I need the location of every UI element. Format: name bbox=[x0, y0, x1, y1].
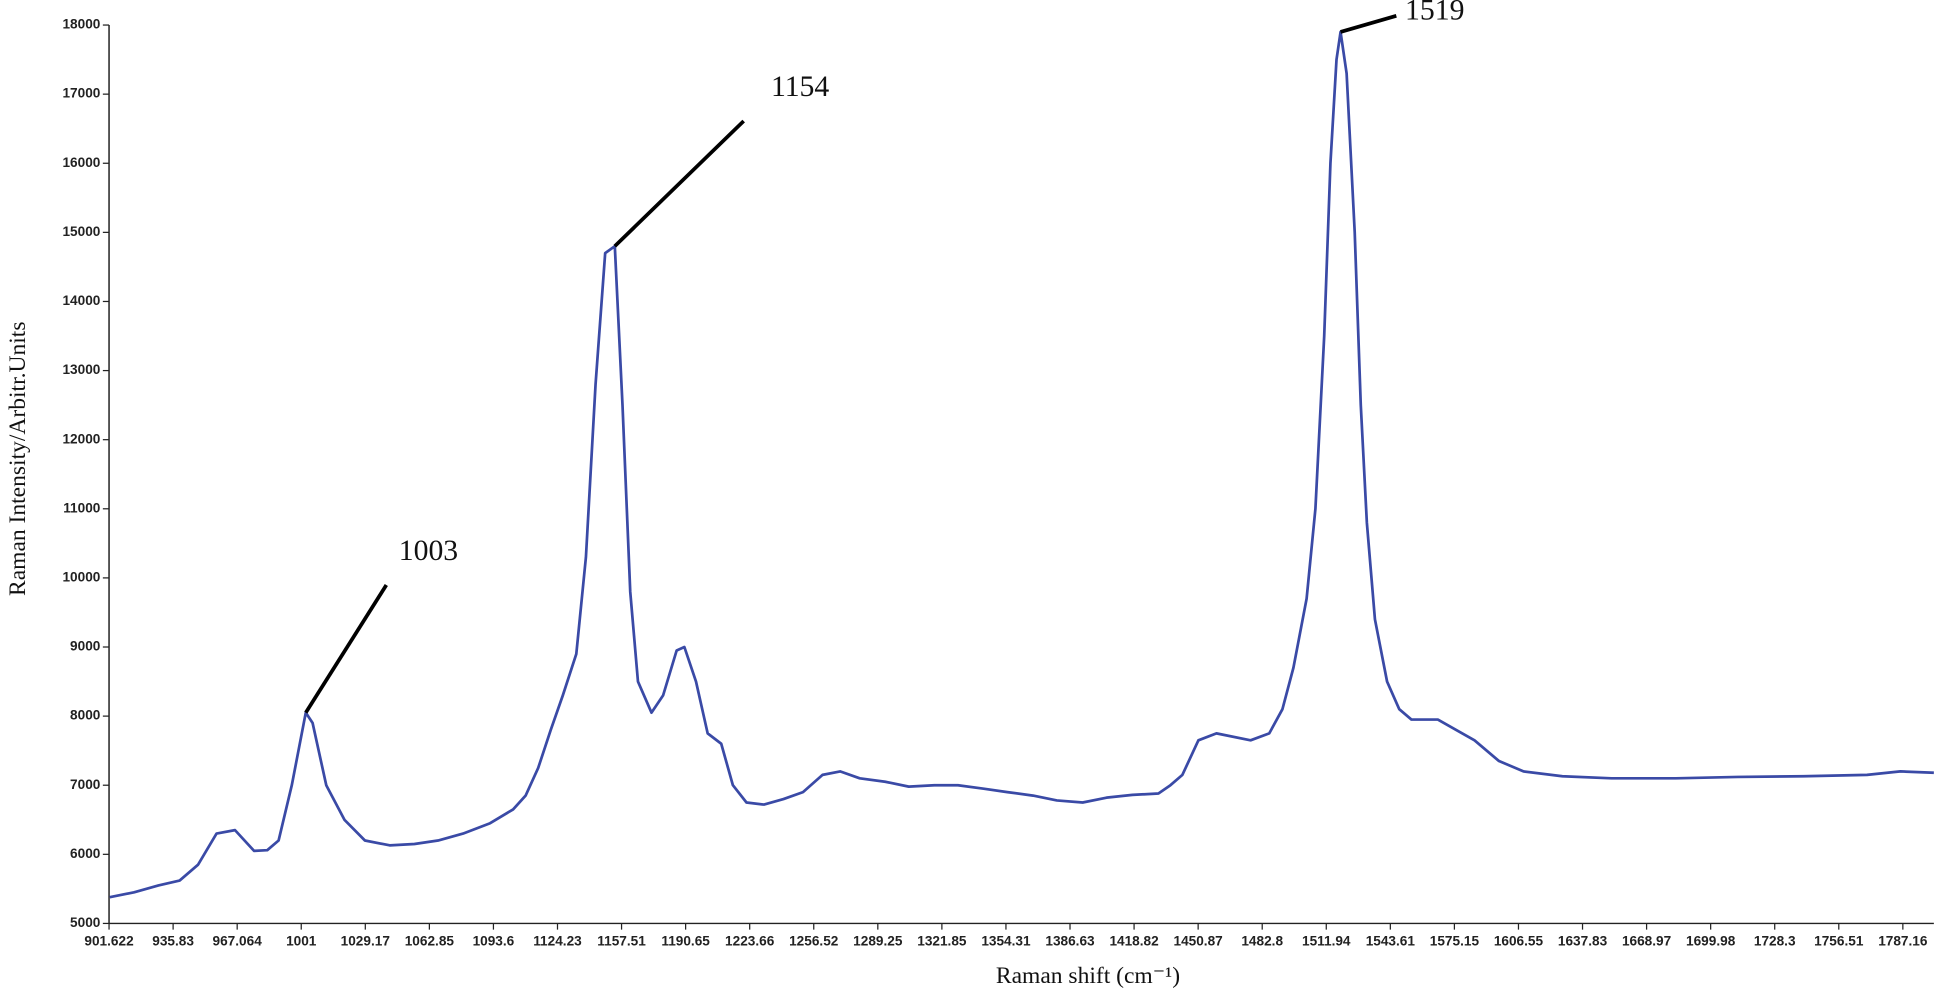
y-tick-label: 14000 bbox=[62, 293, 100, 308]
x-tick-label: 1482.8 bbox=[1241, 934, 1283, 949]
x-tick-label: 1668.97 bbox=[1622, 934, 1671, 949]
annotation-leader bbox=[613, 119, 745, 248]
x-tick-label: 1157.51 bbox=[597, 934, 646, 949]
x-tick-label: 1787.16 bbox=[1878, 934, 1928, 949]
x-tick-label: 1223.66 bbox=[725, 934, 775, 949]
x-tick-label: 1418.82 bbox=[1109, 934, 1159, 949]
y-tick-label: 18000 bbox=[62, 17, 100, 32]
x-tick-label: 1728.3 bbox=[1754, 934, 1796, 949]
x-tick-label: 1321.85 bbox=[917, 934, 967, 949]
annotation-leader bbox=[1340, 14, 1397, 34]
x-tick-label: 1190.65 bbox=[661, 934, 710, 949]
y-axis-title: Raman Intensity/Arbitr.Units bbox=[5, 321, 31, 596]
annotation-leader bbox=[304, 584, 388, 714]
y-tick-label: 7000 bbox=[70, 777, 101, 792]
y-tick-label: 6000 bbox=[70, 846, 101, 861]
x-tick-label: 901.622 bbox=[84, 934, 134, 949]
x-tick-label: 1637.83 bbox=[1558, 934, 1608, 949]
x-tick-label: 1093.6 bbox=[473, 934, 515, 949]
x-tick-label: 1354.31 bbox=[981, 934, 1031, 949]
x-tick-label: 1289.25 bbox=[853, 934, 903, 949]
x-tick-label: 1124.23 bbox=[533, 934, 582, 949]
x-tick-label: 1511.94 bbox=[1302, 934, 1351, 949]
y-tick-label: 10000 bbox=[62, 569, 100, 584]
x-tick-label: 1575.15 bbox=[1430, 934, 1480, 949]
y-tick-label: 12000 bbox=[62, 431, 100, 446]
y-tick-label: 13000 bbox=[62, 362, 100, 377]
x-tick-label: 1699.98 bbox=[1686, 934, 1736, 949]
x-tick-label: 1386.63 bbox=[1045, 934, 1095, 949]
x-tick-label: 935.83 bbox=[152, 934, 194, 949]
annotation-label: 1154 bbox=[771, 71, 829, 103]
y-tick-label: 9000 bbox=[70, 639, 101, 654]
y-tick-label: 15000 bbox=[62, 224, 100, 239]
x-tick-label: 1029.17 bbox=[341, 934, 390, 949]
x-tick-label: 1450.87 bbox=[1174, 934, 1223, 949]
y-tick-label: 5000 bbox=[70, 915, 101, 930]
x-axis-title: Raman shift (cm⁻¹) bbox=[996, 963, 1180, 989]
x-tick-label: 967.064 bbox=[213, 934, 263, 949]
x-tick-label: 1001 bbox=[286, 934, 317, 949]
x-tick-label: 1062.85 bbox=[405, 934, 455, 949]
annotation-label: 1519 bbox=[1405, 0, 1464, 27]
spectrum-line bbox=[109, 30, 1934, 899]
y-tick-label: 8000 bbox=[70, 708, 101, 723]
y-tick-label: 17000 bbox=[62, 86, 100, 101]
x-tick-label: 1606.55 bbox=[1494, 934, 1544, 949]
x-tick-label: 1256.52 bbox=[789, 934, 839, 949]
annotation-label: 1003 bbox=[399, 535, 458, 567]
x-tick-label: 1543.61 bbox=[1366, 934, 1416, 949]
y-tick-label: 16000 bbox=[62, 155, 100, 170]
y-tick-label: 11000 bbox=[63, 500, 101, 515]
x-tick-label: 1756.51 bbox=[1814, 934, 1864, 949]
